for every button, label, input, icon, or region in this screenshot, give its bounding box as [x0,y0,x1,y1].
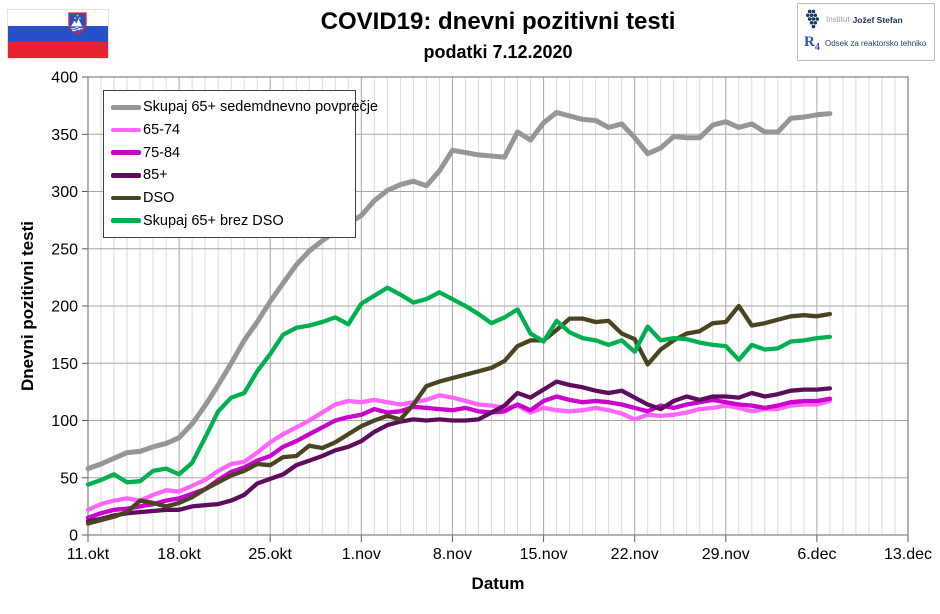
y-tick-label: 200 [51,299,78,316]
legend-swatch-icon [111,195,141,201]
y-tick-label: 150 [51,356,78,373]
y-tick-label: 300 [51,184,78,201]
legend-label: Skupaj 65+ brez DSO [143,212,284,229]
series-line-85 [85,379,833,524]
r4-icon: R4 [804,34,820,53]
legend-swatch-icon [111,105,141,110]
series-line-dso [85,303,833,526]
x-tick-label: 1.nov [342,546,381,563]
legend-label: 65-74 [143,121,181,138]
legend-swatch-icon [111,150,141,155]
y-tick-label: 400 [51,70,78,87]
x-tick-label: 15.nov [520,546,568,563]
plot-border [87,76,909,536]
legend-item-85: 85+ [111,166,355,184]
x-tick-label: 22.nov [611,546,659,563]
x-tick-label: 25.okt [248,546,292,563]
y-tick-label: 350 [51,127,78,144]
legend-label: 75-84 [143,144,181,161]
x-tick-label: 13.dec [884,546,932,563]
x-tick-label: 11.okt [67,546,110,563]
series-line-65-74 [85,393,833,512]
x-tick-label: 18.okt [157,546,201,563]
legend-label: Skupaj 65+ sedemdnevno povprečje [143,99,378,116]
logo-institute-name: Jožef Stefan [852,14,903,25]
page-subtitle: podatki 7.12.2020 [423,42,573,62]
axis-ticks [82,76,909,542]
slovenia-flag [8,10,108,58]
ijs-logo-box: Institut Jožef Stefan R4 Odsek za reakto… [797,3,935,61]
x-tick-labels: 11.okt 18.okt 25.okt 1.nov 8.nov 15.nov 22.nov… [67,546,932,563]
logo-institute-prefix: Institut [826,15,850,24]
ijs-logo-row: Institut Jožef Stefan [804,9,930,30]
series-line-skupaj-65-sedemdnevno-povpre-je [85,110,833,472]
x-tick-label: 29.nov [702,546,750,563]
x-tick-label: 8.nov [433,546,472,563]
legend-label: 85+ [143,167,168,184]
legend-swatch-icon [111,173,141,178]
ijs-dots-icon [805,9,820,29]
r4-logo-row: R4 Odsek za reaktorsko tehniko [804,34,930,53]
slovenia-coat-of-arms [68,12,87,35]
x-tick-label: 6.dec [797,546,836,563]
y-tick-label: 0 [69,528,78,545]
legend-item-skupaj-65-brez-dso: Skupaj 65+ brez DSO [111,212,355,230]
y-tick-label: 100 [51,413,78,430]
y-tick-label: 250 [51,241,78,258]
legend-item-dso: DSO [111,189,355,207]
legend-item-skupaj-65-sedemdnevno-povpre-je: Skupaj 65+ sedemdnevno povprečje [111,98,378,116]
legend-swatch-icon [111,218,141,223]
chart-legend: Skupaj 65+ sedemdnevno povprečje 65-74 75-… [103,90,378,238]
series-line-skupaj-65-brez-dso [85,285,833,487]
y-tick-labels: 0 50 100 150 200 250 300 350 400 [51,70,78,545]
logo-department-text: Odsek za reaktorsko tehniko [825,39,927,48]
page-title: COVID19: dnevni pozitivni testi [320,8,676,35]
y-tick-label: 50 [60,470,78,487]
legend-label: DSO [143,189,175,206]
legend-item-75-84: 75-84 [111,144,355,162]
legend-swatch-icon [111,127,141,133]
x-axis-title: Datum [471,574,525,593]
series-lines [85,110,833,526]
legend-item-65-74: 65-74 [111,121,355,139]
